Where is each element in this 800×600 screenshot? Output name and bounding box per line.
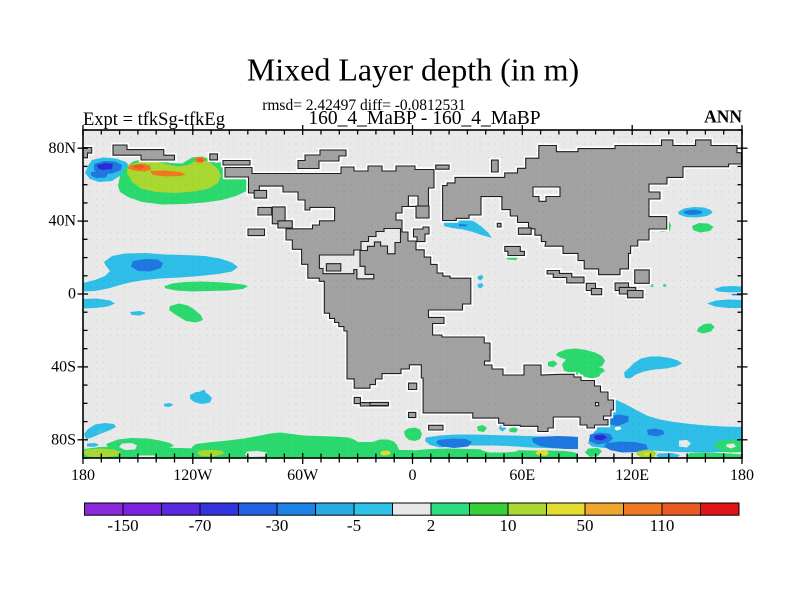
svg-text:0: 0 <box>68 286 76 303</box>
svg-text:50: 50 <box>577 516 594 535</box>
svg-text:-150: -150 <box>107 516 138 535</box>
svg-text:40S: 40S <box>51 359 76 376</box>
svg-text:40N: 40N <box>48 213 76 230</box>
svg-text:ANN: ANN <box>704 107 742 127</box>
svg-text:120E: 120E <box>615 467 649 484</box>
svg-text:0: 0 <box>409 467 417 484</box>
svg-text:180: 180 <box>71 467 95 484</box>
svg-text:-70: -70 <box>189 516 212 535</box>
svg-text:180: 180 <box>730 467 754 484</box>
svg-text:-30: -30 <box>266 516 289 535</box>
svg-text:60E: 60E <box>509 467 535 484</box>
svg-text:160_4_MaBP - 160_4_MaBP: 160_4_MaBP - 160_4_MaBP <box>308 108 540 129</box>
svg-text:80S: 80S <box>51 431 76 448</box>
svg-text:60W: 60W <box>287 467 319 484</box>
svg-text:Mixed Layer depth (in m): Mixed Layer depth (in m) <box>247 52 579 88</box>
svg-text:110: 110 <box>650 516 675 535</box>
svg-text:rmsd= 2.42497 diff= -0.0812531: rmsd= 2.42497 diff= -0.0812531 <box>262 97 466 114</box>
svg-text:80N: 80N <box>48 140 76 157</box>
svg-text:-5: -5 <box>347 516 361 535</box>
svg-text:10: 10 <box>500 516 517 535</box>
svg-text:Expt = tfkSg-tfkEg: Expt = tfkSg-tfkEg <box>83 110 225 130</box>
svg-text:2: 2 <box>427 516 436 535</box>
svg-text:120W: 120W <box>173 467 213 484</box>
